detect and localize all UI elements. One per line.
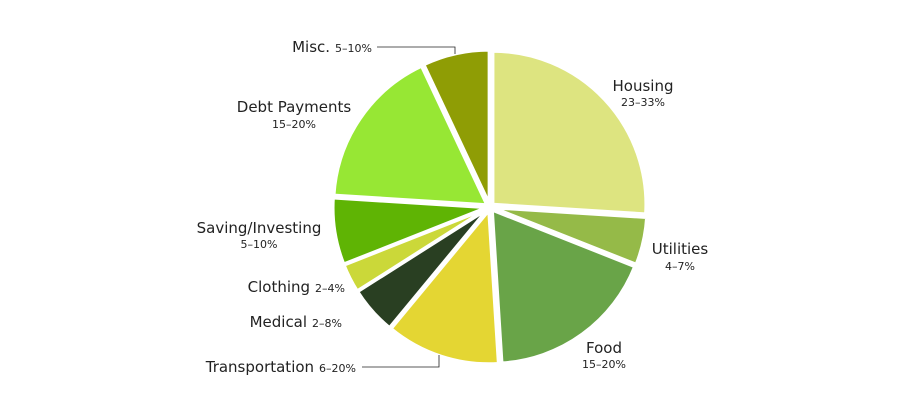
label-transportation: Transportation 6–20% bbox=[205, 358, 356, 376]
slice-misc bbox=[422, 48, 491, 205]
label-debt-name: Debt Payments bbox=[237, 98, 352, 116]
label-utilities-name: Utilities bbox=[652, 240, 709, 258]
label-transportation-range: 6–20% bbox=[319, 362, 356, 375]
label-housing-range: 23–33% bbox=[621, 96, 665, 109]
slices-layer bbox=[331, 48, 649, 366]
label-medical-name: Medical bbox=[250, 313, 307, 331]
label-clothing-name: Clothing bbox=[248, 278, 310, 296]
label-saving-range: 5–10% bbox=[241, 238, 278, 251]
label-food-range: 15–20% bbox=[582, 358, 626, 371]
labels-layer: Housing 23–33% Utilities 4–7% Food 15–20… bbox=[197, 38, 709, 376]
label-food-name: Food bbox=[586, 339, 622, 357]
label-debt-range: 15–20% bbox=[272, 118, 316, 131]
label-medical-range: 2–8% bbox=[312, 317, 342, 330]
label-clothing-range: 2–4% bbox=[315, 282, 345, 295]
slice-debt-payments bbox=[332, 64, 489, 207]
slice-transportation bbox=[389, 209, 500, 366]
label-medical: Medical 2–8% bbox=[250, 313, 342, 331]
label-clothing: Clothing 2–4% bbox=[248, 278, 345, 296]
slice-housing bbox=[491, 49, 648, 216]
label-transportation-name: Transportation bbox=[205, 358, 314, 376]
slice-saving-investing bbox=[331, 196, 488, 266]
label-misc-range: 5–10% bbox=[335, 42, 372, 55]
slice-utilities bbox=[492, 206, 649, 266]
slice-food bbox=[490, 208, 637, 365]
label-misc-name: Misc. bbox=[292, 38, 330, 56]
label-housing-name: Housing bbox=[613, 77, 674, 95]
label-utilities-range: 4–7% bbox=[665, 260, 695, 273]
label-misc: Misc. 5–10% bbox=[292, 38, 372, 56]
label-saving-name: Saving/Investing bbox=[197, 219, 322, 237]
leader-transportation bbox=[362, 355, 440, 368]
leader-misc bbox=[377, 46, 456, 54]
